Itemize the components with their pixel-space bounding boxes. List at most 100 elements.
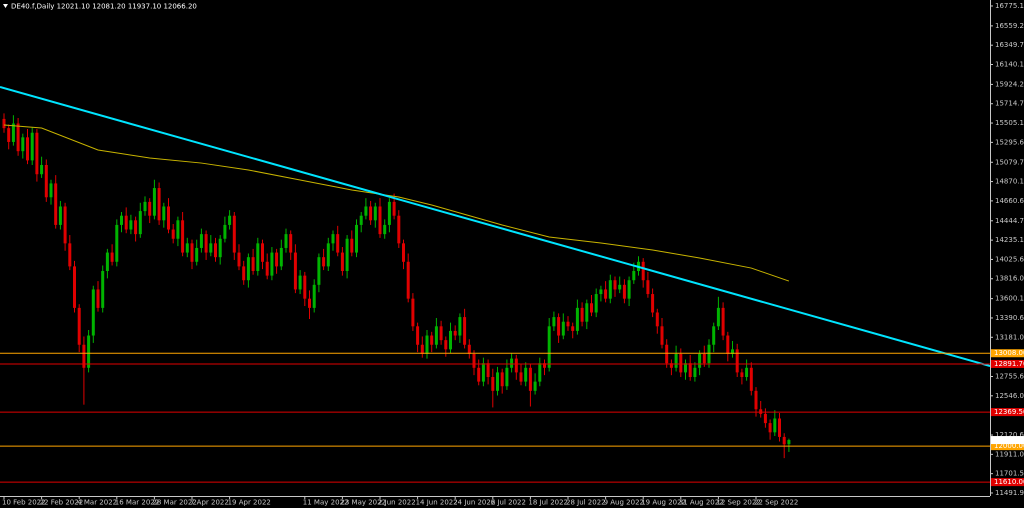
y-tick-label: 15505.15 — [995, 119, 1024, 127]
y-tick-label: 16140.15 — [995, 61, 1024, 69]
candle-body — [261, 243, 264, 262]
candle-body — [265, 261, 269, 276]
level-label: 11610.00 — [994, 478, 1024, 486]
candle-body — [317, 257, 321, 285]
candle-body — [242, 266, 246, 281]
candle-body — [622, 284, 626, 299]
candle-body — [778, 418, 781, 437]
candle-body — [185, 243, 189, 253]
candle-body — [754, 390, 758, 410]
y-tick-label: 12120.60 — [995, 431, 1024, 439]
candle-body — [171, 229, 175, 239]
candle-body — [655, 312, 659, 327]
candle-body — [284, 234, 288, 248]
candle-body — [279, 247, 283, 267]
menu-arrow — [3, 4, 8, 8]
candle-body — [397, 215, 401, 244]
candle-body — [557, 317, 561, 336]
y-tick-label: 11911.05 — [995, 450, 1024, 458]
y-tick-label: 11701.50 — [995, 470, 1024, 478]
candle-body — [740, 372, 744, 378]
y-tick-label: 15714.70 — [995, 100, 1024, 108]
candle-body — [543, 363, 546, 368]
plot-area — [0, 86, 991, 483]
x-tick-label: 18 Jul 2022 — [528, 499, 568, 507]
candle-body — [684, 363, 687, 373]
candle-body — [289, 234, 293, 253]
level-tag — [991, 478, 1024, 487]
candle-body — [30, 132, 34, 161]
candle-body — [373, 206, 377, 221]
candle-body — [731, 349, 734, 354]
candle-body — [665, 344, 669, 364]
candle-body — [209, 243, 213, 253]
candle-body — [773, 418, 777, 433]
candle-body — [538, 363, 542, 382]
candle-body — [199, 234, 203, 248]
candle-body — [228, 215, 232, 225]
candle-body — [152, 188, 156, 216]
candle-body — [293, 252, 297, 290]
candle-body — [44, 165, 48, 198]
candle-body — [355, 224, 358, 253]
candle-body — [308, 298, 311, 308]
candle-body — [641, 261, 645, 281]
candle-body — [73, 266, 76, 308]
candle-body — [326, 243, 330, 267]
y-tick-label: 12546.05 — [995, 392, 1024, 400]
candle-body — [726, 335, 730, 354]
x-tick-label: 11 May 2022 — [303, 499, 349, 507]
candle-body — [618, 284, 622, 290]
candle-body — [575, 307, 579, 331]
candle-body — [143, 201, 147, 212]
candle-body — [223, 224, 227, 239]
x-tick-label: 28 Jul 2022 — [566, 499, 606, 507]
candle-body — [693, 367, 697, 378]
candle-body — [571, 326, 575, 331]
trendline — [0, 86, 991, 368]
level-label: 13008.00 — [994, 349, 1024, 357]
candle-body — [430, 335, 434, 345]
candle-body — [82, 344, 86, 368]
candle-body — [96, 289, 100, 308]
y-tick-label: 13181.05 — [995, 333, 1024, 341]
candle-body — [190, 243, 194, 262]
candle-body — [674, 353, 678, 368]
candle-body — [782, 436, 786, 445]
level-label: 12000.00 — [994, 442, 1024, 450]
candle-body — [275, 252, 279, 267]
candle-body — [364, 206, 368, 216]
candle-body — [124, 215, 128, 230]
candle-body — [148, 201, 152, 216]
candle-body — [698, 353, 702, 368]
candle-body — [566, 321, 570, 327]
level-tag — [991, 442, 1024, 451]
candle-body — [312, 284, 316, 308]
candle-body — [669, 363, 673, 368]
candle-body — [519, 372, 523, 382]
candle-body — [181, 220, 185, 253]
level-label: 12891.70 — [994, 360, 1024, 368]
candle-body — [679, 353, 683, 373]
candle-body — [735, 349, 739, 373]
candle-body — [444, 340, 448, 350]
candle-body — [21, 137, 25, 152]
x-tick-label: 28 Mar 2022 — [152, 499, 196, 507]
candle-body — [528, 367, 532, 391]
candle-body — [256, 243, 260, 272]
candle-body — [138, 211, 142, 235]
candle-body — [246, 257, 250, 281]
candle-body — [500, 372, 504, 387]
candle-body — [453, 330, 457, 336]
candle-body — [110, 252, 114, 262]
candle-body — [434, 326, 438, 345]
candle-body — [524, 367, 528, 382]
candle-body — [439, 326, 443, 341]
candle-body — [387, 201, 391, 225]
candle-body — [472, 353, 476, 368]
x-tick-label: 19 Aug 2022 — [641, 499, 686, 507]
candle-body — [721, 307, 725, 336]
y-tick-label: 13816.05 — [995, 275, 1024, 283]
